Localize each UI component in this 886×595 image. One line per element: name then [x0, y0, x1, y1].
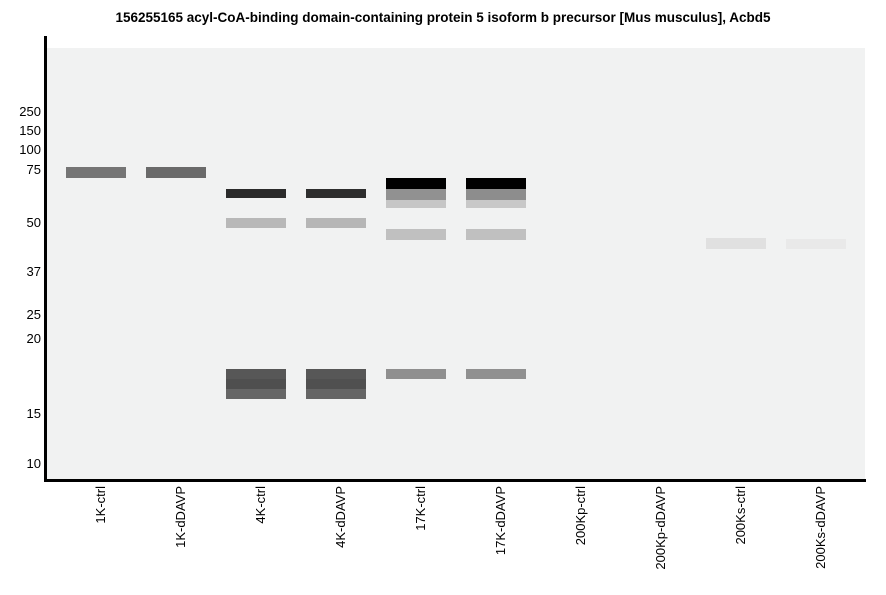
lane-label-4K-dDAVP: 4K-dDAVP	[333, 486, 348, 548]
lane-label-1K-ctrl: 1K-ctrl	[93, 486, 108, 524]
band-17K-dDAVP-1	[466, 189, 526, 200]
lane-label-200Kp-ctrl: 200Kp-ctrl	[573, 486, 588, 546]
band-200Ks-ctrl-0	[706, 238, 766, 249]
band-17K-ctrl-2	[386, 200, 446, 208]
y-tick-label-75: 75	[26, 162, 41, 177]
band-200Ks-dDAVP-0	[786, 239, 846, 249]
y-tick-label-50: 50	[26, 215, 41, 230]
lane-label-4K-ctrl: 4K-ctrl	[253, 486, 268, 524]
band-17K-ctrl-0	[386, 178, 446, 189]
x-axis-line	[44, 479, 866, 482]
lane-label-200Kp-dDAVP: 200Kp-dDAVP	[653, 486, 668, 570]
y-tick-label-37: 37	[26, 264, 41, 279]
band-4K-dDAVP-0	[306, 189, 366, 198]
band-4K-ctrl-1	[226, 218, 286, 228]
y-tick-label-100: 100	[19, 142, 41, 157]
gel-plot-area	[47, 48, 865, 479]
band-17K-ctrl-3	[386, 229, 446, 240]
band-1K-dDAVP-0	[146, 167, 206, 178]
y-tick-label-20: 20	[26, 331, 41, 346]
band-4K-ctrl-2	[226, 369, 286, 379]
band-17K-dDAVP-0	[466, 178, 526, 189]
band-4K-dDAVP-4	[306, 389, 366, 399]
band-4K-dDAVP-2	[306, 369, 366, 379]
y-tick-label-10: 10	[26, 456, 41, 471]
band-17K-ctrl-4	[386, 369, 446, 379]
lane-label-1K-dDAVP: 1K-dDAVP	[173, 486, 188, 548]
page-title: 156255165 acyl-CoA-binding domain-contai…	[115, 10, 771, 25]
lane-label-200Ks-ctrl: 200Ks-ctrl	[733, 486, 748, 545]
y-tick-label-25: 25	[26, 307, 41, 322]
band-4K-dDAVP-1	[306, 218, 366, 228]
band-17K-dDAVP-3	[466, 229, 526, 240]
band-4K-ctrl-3	[226, 379, 286, 389]
lane-label-200Ks-dDAVP: 200Ks-dDAVP	[813, 486, 828, 569]
band-1K-ctrl-0	[66, 167, 126, 178]
band-17K-dDAVP-2	[466, 200, 526, 208]
y-tick-label-150: 150	[19, 123, 41, 138]
band-4K-ctrl-4	[226, 389, 286, 399]
band-4K-ctrl-0	[226, 189, 286, 198]
band-17K-ctrl-1	[386, 189, 446, 200]
band-17K-dDAVP-4	[466, 369, 526, 379]
lane-label-17K-ctrl: 17K-ctrl	[413, 486, 428, 531]
y-tick-label-250: 250	[19, 104, 41, 119]
band-4K-dDAVP-3	[306, 379, 366, 389]
y-tick-label-15: 15	[26, 406, 41, 421]
lane-label-17K-dDAVP: 17K-dDAVP	[493, 486, 508, 556]
y-axis-line	[44, 36, 47, 482]
